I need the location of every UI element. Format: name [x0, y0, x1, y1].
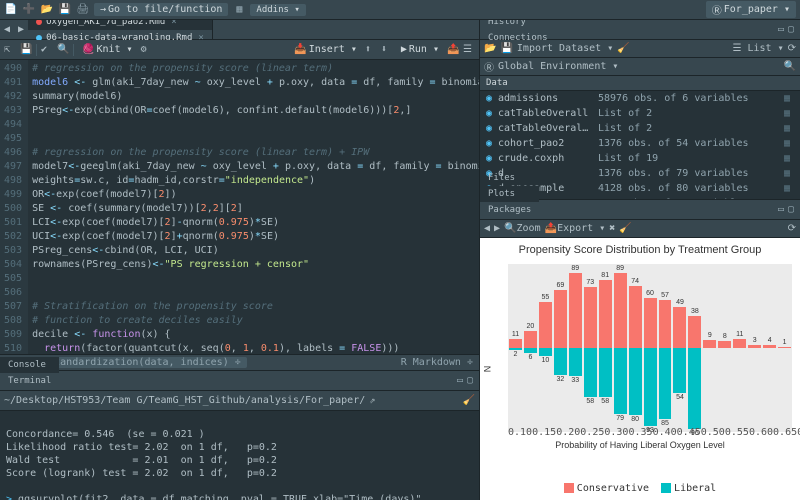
editor-status: 556:4 standardization(data, indices) ÷ R…	[0, 354, 479, 370]
spellcheck-icon[interactable]: ✔	[41, 44, 53, 56]
bar: 4	[763, 264, 776, 432]
prev-chunk-icon[interactable]: ⬆	[365, 44, 377, 56]
bar: 8	[718, 264, 731, 432]
plots-tab[interactable]: Plots	[480, 186, 539, 202]
plot-area: Propensity Score Distribution by Treatme…	[480, 238, 800, 500]
zoom-button[interactable]: 🔍Zoom	[504, 223, 541, 234]
close-icon[interactable]: ×	[171, 20, 176, 27]
clear-plots-icon[interactable]: 🧹	[619, 223, 631, 234]
bar: 11 2	[509, 264, 522, 432]
search-icon[interactable]: 🔍	[784, 61, 796, 72]
env-min-icon[interactable]: ▭	[778, 24, 784, 35]
console-tabs: ConsoleTerminalJobs ▭▢	[0, 371, 479, 391]
env-scope-button[interactable]: Global Environment ▾	[498, 61, 618, 72]
plots-tabs: FilesPlotsPackagesHelpViewer ▭▢	[480, 200, 800, 220]
bar: 9	[703, 264, 716, 432]
plots-max-icon[interactable]: ▢	[788, 204, 794, 215]
console-popout-icon[interactable]: ⇗	[369, 395, 375, 406]
bar: 1	[778, 264, 791, 432]
legend-item: Conservative	[564, 483, 649, 494]
fwd-icon[interactable]: ▶	[14, 24, 28, 35]
save-icon[interactable]: 💾	[58, 3, 72, 17]
legend-item: Liberal	[661, 483, 716, 494]
bar: 89 79	[614, 264, 627, 432]
insert-button[interactable]: 📥Insert ▾	[290, 44, 361, 55]
editor-tab[interactable]: Oxygen_AKI_7d_pao2.Rmd×	[28, 20, 213, 30]
bar: 89 33	[569, 264, 582, 432]
publish-icon[interactable]: 📤	[447, 44, 459, 56]
minimize-icon[interactable]: ▭	[457, 375, 463, 386]
bar: 49 54	[673, 264, 686, 432]
next-plot-icon[interactable]: ▶	[494, 223, 500, 234]
bar: 11	[733, 264, 746, 432]
bar: 38 96	[688, 264, 701, 432]
project-menu[interactable]: ⓇFor_paper ▾	[706, 1, 796, 18]
save-ws-icon[interactable]: 💾	[500, 43, 512, 54]
save-file-icon[interactable]: 💾	[20, 44, 32, 56]
plots-min-icon[interactable]: ▭	[778, 204, 784, 215]
code-editor[interactable]: 4904914924934944954964974984995005015025…	[0, 60, 479, 354]
bar: 60 93	[644, 264, 657, 432]
bar: 57 85	[659, 264, 672, 432]
run-button[interactable]: ▶Run ▾	[397, 44, 443, 55]
bar: 55 10	[539, 264, 552, 432]
env-item[interactable]: ◉catTableOverallList of 2▦	[480, 106, 800, 121]
plot-xlabel: Probability of Having Liberal Oxygen Lev…	[480, 440, 800, 450]
bar: 74 80	[629, 264, 642, 432]
console-path: ~/Desktop/HST953/Team G/TeamG_HST_Github…	[4, 395, 365, 406]
editor-toolbar: ⇱ 💾 ✔ 🔍 🧶Knit ▾ ⚙ 📥Insert ▾ ⬆ ⬇ ▶Run ▾ 📤…	[0, 40, 479, 60]
clear-console-icon[interactable]: 🧹	[463, 395, 475, 406]
bar: 81 58	[599, 264, 612, 432]
env-tabs: EnvironmentHistoryConnectionsGit ▭▢	[480, 20, 800, 40]
bar: 69 32	[554, 264, 567, 432]
prev-plot-icon[interactable]: ◀	[484, 223, 490, 234]
plot-legend: Conservative Liberal	[480, 483, 800, 494]
bar: 73 58	[584, 264, 597, 432]
main-toolbar: 📄 ➕ 📂 💾 🖨 →Go to file/function ▦ Addins …	[0, 0, 800, 20]
plots-tab[interactable]: Files	[480, 170, 539, 186]
env-item[interactable]: ◉admissions58976 obs. of 6 variables▦	[480, 91, 800, 106]
editor-tabs: ◀ ▶ Oxygen_AKI_7d_pao2.Rmd×06-basic-data…	[0, 20, 479, 40]
bar: 20 6	[524, 264, 537, 432]
env-item[interactable]: ◉catTableOveral…List of 2▦	[480, 121, 800, 136]
print-icon[interactable]: 🖨	[76, 3, 90, 17]
next-chunk-icon[interactable]: ⬇	[381, 44, 393, 56]
plot-ylabel: N	[482, 366, 492, 373]
maximize-icon[interactable]: ▢	[467, 375, 473, 386]
plots-refresh-icon[interactable]: ⟳	[788, 223, 796, 234]
r-icon: Ⓡ	[484, 59, 494, 74]
goto-file-button[interactable]: →Go to file/function	[94, 3, 228, 16]
bar: 3	[748, 264, 761, 432]
plot-title: Propensity Score Distribution by Treatme…	[480, 244, 800, 256]
remove-plot-icon[interactable]: ✖	[609, 223, 615, 234]
find-icon[interactable]: 🔍	[57, 44, 69, 56]
new-file-icon[interactable]: 📄	[4, 3, 18, 17]
refresh-icon[interactable]: ⟳	[788, 43, 796, 54]
clear-env-icon[interactable]: 🧹	[617, 43, 629, 54]
env-tab[interactable]: History	[480, 20, 556, 30]
open-icon[interactable]: 📂	[40, 3, 54, 17]
chunk-label[interactable]: standardization(data, indices) ÷	[42, 357, 247, 368]
outline-icon[interactable]: ☰	[463, 44, 475, 56]
console-output[interactable]: Concordance= 0.546 (se = 0.021 )Likeliho…	[0, 411, 479, 500]
new-project-icon[interactable]: ➕	[22, 3, 36, 17]
env-section-header: Data	[480, 76, 800, 91]
knit-button[interactable]: 🧶Knit ▾	[78, 44, 137, 55]
grid-icon[interactable]: ▦	[232, 3, 246, 17]
load-ws-icon[interactable]: 📂	[484, 43, 496, 54]
export-button[interactable]: 📤Export ▾	[545, 223, 606, 234]
console-tab[interactable]: Terminal	[0, 373, 59, 389]
plots-tab[interactable]: Packages	[480, 202, 539, 218]
env-view-button[interactable]: ☰ List ▾	[732, 43, 783, 54]
env-max-icon[interactable]: ▢	[788, 24, 794, 35]
popout-icon[interactable]: ⇱	[4, 44, 16, 56]
file-mode[interactable]: R Markdown ÷	[401, 357, 473, 368]
env-item[interactable]: ◉crude.coxphList of 19▦	[480, 151, 800, 166]
env-item[interactable]: ◉cohort_pao21376 obs. of 54 variables▦	[480, 136, 800, 151]
addins-button[interactable]: Addins ▾	[250, 4, 305, 16]
gear-icon[interactable]: ⚙	[141, 44, 153, 56]
console-tab[interactable]: Console	[0, 357, 59, 373]
back-icon[interactable]: ◀	[0, 24, 14, 35]
import-dataset-button[interactable]: Import Dataset ▾	[517, 43, 613, 54]
